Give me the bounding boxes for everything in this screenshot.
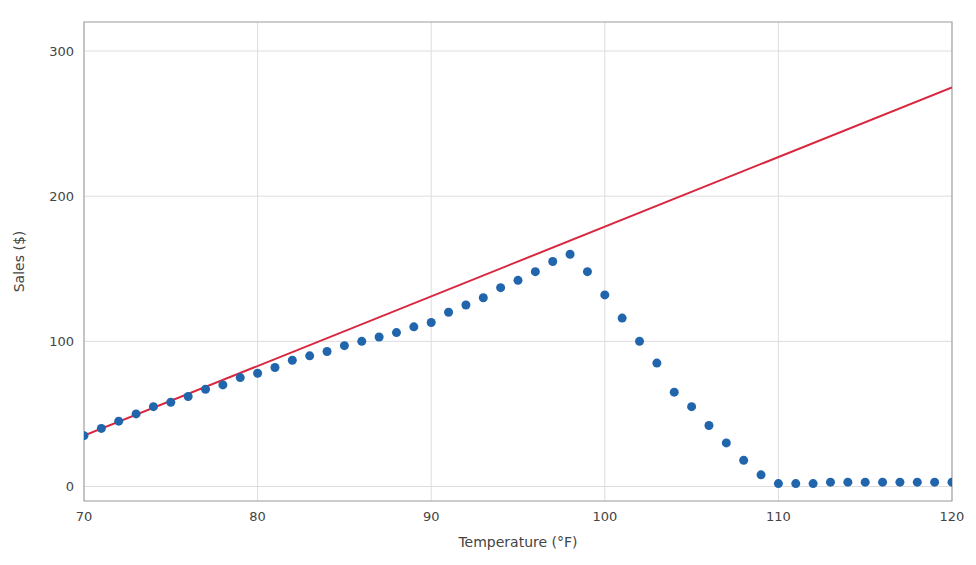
scatter-point [948,478,953,487]
scatter-point [114,417,123,426]
x-tick-label: 120 [940,509,965,524]
x-grid-line [257,22,258,501]
scatter-point [357,337,366,346]
trend-line [84,87,952,435]
x-tick-label: 80 [249,509,266,524]
scatter-point [861,478,870,487]
scatter-point [618,314,627,323]
scatter-point [253,369,262,378]
y-tick-label: 200 [49,189,74,204]
scatter-point [375,332,384,341]
scatter-point [461,301,470,310]
x-tick-label: 70 [76,509,93,524]
scatter-point [270,363,279,372]
chart: 70 80 90 100 110 120 0 100 200 300 Temperature (°F… [0,0,976,565]
scatter-point [652,359,661,368]
scatter-point [670,388,679,397]
plot-frame [84,22,952,501]
scatter-point [184,392,193,401]
scatter-point [166,398,175,407]
scatter-point [704,421,713,430]
scatter-point [340,341,349,350]
scatter-point [913,478,922,487]
scatter-point [809,479,818,488]
scatter-point [878,478,887,487]
scatter-point [84,431,89,440]
scatter-point [427,318,436,327]
scatter-point [635,337,644,346]
scatter-point [791,479,800,488]
x-tick-label: 90 [423,509,440,524]
y-tick-label: 0 [66,479,74,494]
scatter-point [201,385,210,394]
scatter-point [843,478,852,487]
x-grid-line [778,22,779,501]
scatter-point [496,283,505,292]
scatter-point [583,267,592,276]
data-layer [84,87,952,488]
y-tick-label: 300 [49,44,74,59]
scatter-point [288,356,297,365]
scatter-point [149,402,158,411]
scatter-point [826,478,835,487]
y-grid-line [84,196,952,197]
x-tick-label: 100 [592,509,617,524]
scatter-point [218,380,227,389]
y-grid-line [84,341,952,342]
scatter-point [687,402,696,411]
scatter-point [97,424,106,433]
y-grid-line [84,486,952,487]
scatter-point [305,351,314,360]
x-axis-label: Temperature (°F) [457,534,577,550]
scatter-point [323,347,332,356]
scatter-point [600,290,609,299]
y-tick-label: 100 [49,334,74,349]
x-grid-line [604,22,605,501]
grid [84,22,952,501]
x-tick-label: 110 [766,509,791,524]
scatter-point [930,478,939,487]
scatter-point [566,250,575,259]
y-axis-label: Sales ($) [11,231,27,293]
scatter-point [444,308,453,317]
scatter-point [739,456,748,465]
scatter-point [774,479,783,488]
scatter-point [392,328,401,337]
scatter-point [757,470,766,479]
scatter-point [895,478,904,487]
x-grid-line [431,22,432,501]
scatter-point [479,293,488,302]
y-grid-line [84,51,952,52]
scatter-point [132,409,141,418]
scatter-point [409,322,418,331]
scatter-point [236,373,245,382]
scatter-point [531,267,540,276]
scatter-point [722,438,731,447]
scatter-point [514,276,523,285]
scatter-point [548,257,557,266]
